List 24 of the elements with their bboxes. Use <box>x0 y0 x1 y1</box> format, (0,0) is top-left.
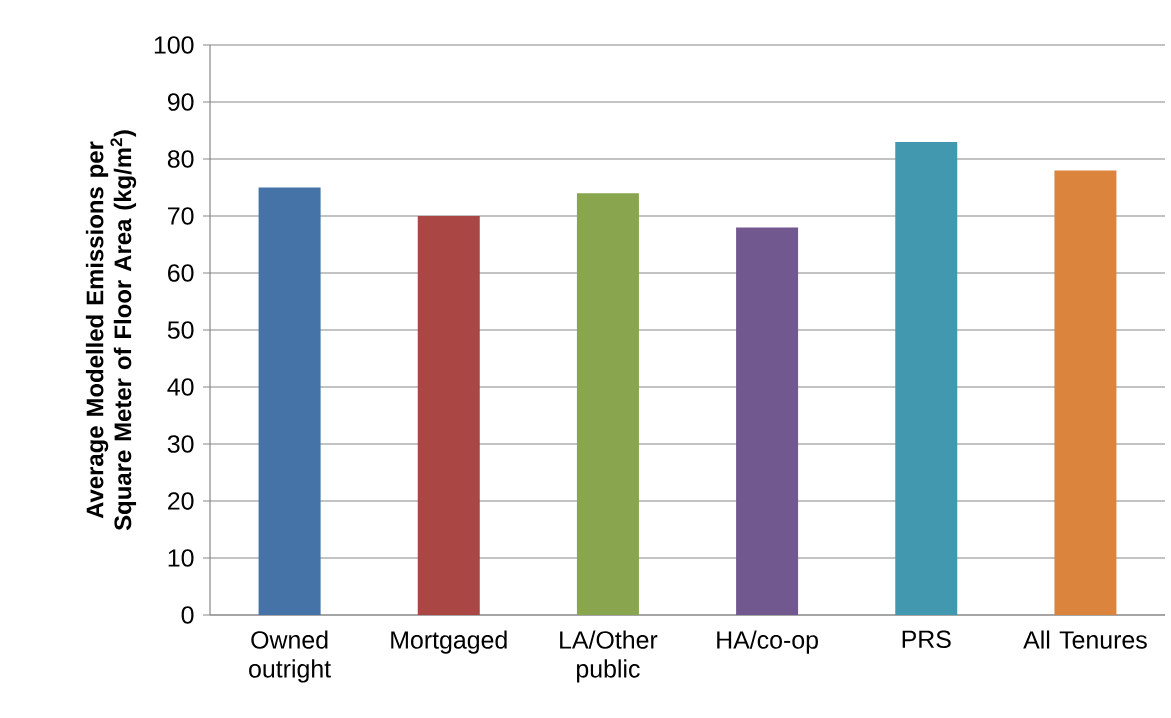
bar <box>417 215 480 615</box>
bar <box>576 193 639 615</box>
bar <box>1054 170 1117 615</box>
y-tick-label: 10 <box>168 549 194 567</box>
bar <box>895 141 958 615</box>
bar <box>258 187 321 615</box>
y-axis-title: Average Modelled Emissions per Square Meter of Floor Area (kg/m$^{2}$) <box>85 130 137 531</box>
y-tick-label: 0 <box>181 606 194 624</box>
y-tick-label: 70 <box>168 207 194 225</box>
y-tick-label: 50 <box>167 321 194 339</box>
y-tick-label: 90 <box>167 93 194 111</box>
y-tick-label: 20 <box>168 492 194 510</box>
y-tick-label: 60 <box>168 264 194 282</box>
x-tick-label: HA/co-op <box>717 630 818 654</box>
x-tick-label: PRS <box>902 630 951 649</box>
y-tick-label: 40 <box>167 378 194 396</box>
x-tick-label: LA/Other public <box>560 630 658 683</box>
x-tick-label: Mortgaged <box>391 630 507 654</box>
x-tick-label: Owned outright <box>249 630 331 683</box>
x-tick-label: All Tenures <box>1023 630 1147 649</box>
y-tick-label: 30 <box>167 435 194 453</box>
y-tick-label: 80 <box>167 150 194 168</box>
y-tick-label: 100 <box>154 36 194 54</box>
bar <box>736 227 799 615</box>
